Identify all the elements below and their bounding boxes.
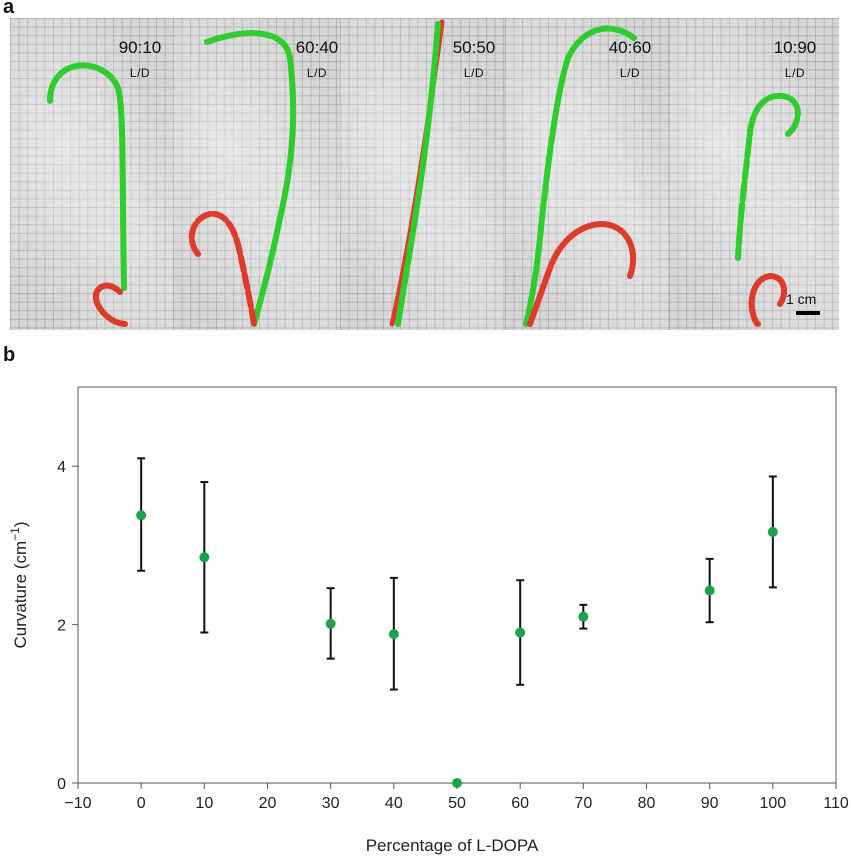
panel-b-label: b bbox=[3, 344, 16, 366]
scale-bar-label: 1 cm bbox=[786, 291, 817, 307]
ld-label-5: L/D bbox=[784, 66, 806, 80]
green-filament-3 bbox=[395, 21, 441, 327]
photo-frame-4 bbox=[505, 18, 669, 330]
photo-frame-1 bbox=[10, 18, 173, 330]
filament-drawings bbox=[47, 19, 801, 327]
photo-strip: 90:10 L/D 60:40 L/D 50:50 L/D 40:60 L/D … bbox=[10, 18, 839, 330]
ratio-label-2: 60:40 bbox=[295, 38, 339, 57]
ld-label-3: L/D bbox=[463, 66, 485, 80]
scale-bar bbox=[796, 311, 820, 315]
data-point bbox=[199, 552, 210, 563]
x-tick-label: 110 bbox=[823, 795, 849, 812]
y-axis: 0 2 4 bbox=[57, 459, 78, 793]
x-tick-label: 0 bbox=[137, 795, 146, 812]
y-axis-title: Curvature (cm−1) bbox=[8, 521, 30, 648]
panel-a-label: a bbox=[3, 0, 15, 18]
ld-label-2: L/D bbox=[306, 66, 328, 80]
x-tick-label: 80 bbox=[638, 795, 656, 812]
red-filament-1 bbox=[93, 282, 128, 327]
x-tick-label: 70 bbox=[574, 795, 592, 812]
x-tick-label: 20 bbox=[259, 795, 277, 812]
data-point bbox=[452, 778, 462, 788]
red-filament-5 bbox=[748, 272, 788, 327]
data-point bbox=[767, 526, 778, 537]
green-filament-2 bbox=[204, 30, 297, 327]
photo-frame-2 bbox=[173, 18, 340, 330]
y-tick-label: 4 bbox=[57, 459, 66, 476]
ratio-label-3: 50:50 bbox=[452, 38, 496, 57]
x-tick-label: 60 bbox=[511, 795, 529, 812]
photo-frame-5 bbox=[669, 18, 839, 330]
ratio-label-4: 40:60 bbox=[608, 38, 652, 57]
data-point bbox=[515, 627, 526, 638]
x-axis: −10 0 10 20 30 40 50 60 70 80 90 100 110 bbox=[64, 783, 849, 812]
x-tick-label: 90 bbox=[701, 795, 719, 812]
green-filament-1 bbox=[47, 62, 127, 291]
data-point bbox=[136, 510, 147, 521]
data-point bbox=[578, 611, 589, 622]
x-tick-label: 40 bbox=[385, 795, 403, 812]
green-filament-5 bbox=[735, 92, 801, 261]
ld-label-1: L/D bbox=[129, 66, 151, 80]
x-axis-title: Percentage of L-DOPA bbox=[366, 836, 539, 855]
data-points bbox=[136, 457, 778, 788]
y-tick-label: 0 bbox=[57, 776, 66, 793]
plot-frame bbox=[77, 386, 837, 784]
green-filament-4 bbox=[523, 25, 637, 327]
ratio-label-1: 90:10 bbox=[118, 38, 162, 57]
y-axis-title-close: ) bbox=[11, 521, 30, 527]
curvature-chart: −10 0 10 20 30 40 50 60 70 80 90 100 110 0 2 4 Percent… bbox=[8, 386, 849, 855]
red-filament-4 bbox=[527, 220, 637, 327]
x-tick-label: 10 bbox=[195, 795, 213, 812]
x-tick-label: 100 bbox=[759, 795, 786, 812]
x-tick-label: −10 bbox=[64, 795, 91, 812]
x-tick-label: 30 bbox=[322, 795, 340, 812]
y-axis-title-exponent: −1 bbox=[8, 527, 22, 541]
x-tick-label: 50 bbox=[448, 795, 466, 812]
y-axis-title-base: Curvature (cm bbox=[11, 541, 30, 649]
data-point bbox=[388, 629, 399, 640]
y-tick-label: 2 bbox=[57, 618, 66, 635]
data-point bbox=[325, 618, 336, 629]
ratio-label-5: 10:90 bbox=[773, 38, 817, 57]
red-filament-2 bbox=[188, 210, 257, 327]
ld-label-4: L/D bbox=[619, 66, 641, 80]
data-point bbox=[704, 585, 715, 596]
photo-frame-3 bbox=[340, 18, 505, 330]
